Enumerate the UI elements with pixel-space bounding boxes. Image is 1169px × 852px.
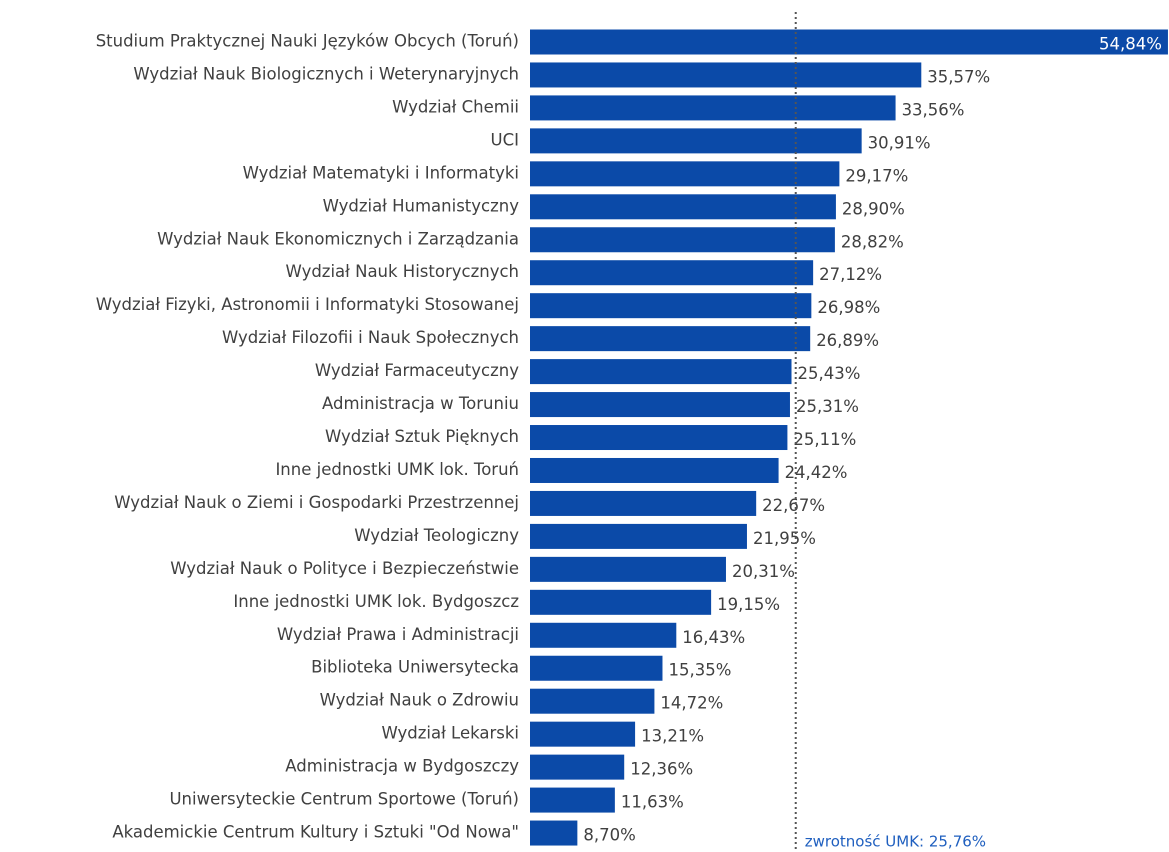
bar	[530, 227, 835, 253]
bar	[530, 260, 814, 286]
value-label: 28,90%	[842, 199, 905, 218]
category-label: Wydział Nauk Biologicznych i Weterynaryj…	[133, 64, 519, 83]
value-label: 20,31%	[732, 562, 795, 581]
category-label: Wydział Matematyki i Informatyki	[243, 163, 519, 182]
value-label: 16,43%	[682, 628, 745, 647]
category-label: Inne jednostki UMK lok. Toruń	[275, 460, 519, 479]
bar	[530, 556, 726, 582]
bar	[530, 787, 615, 813]
bar	[530, 523, 747, 549]
bar	[530, 589, 712, 615]
value-label: 25,43%	[798, 364, 861, 383]
bar	[530, 820, 578, 846]
category-label: Administracja w Bydgoszczy	[285, 757, 519, 776]
value-label: 26,89%	[816, 331, 879, 350]
bar	[530, 29, 1168, 55]
category-label: Wydział Fizyki, Astronomii i Informatyki…	[96, 295, 519, 314]
value-label: 33,56%	[902, 100, 965, 119]
category-label: Inne jednostki UMK lok. Bydgoszcz	[233, 592, 519, 611]
value-label: 35,57%	[927, 67, 990, 86]
value-label: 25,11%	[793, 430, 856, 449]
bar	[530, 359, 792, 385]
bar	[530, 161, 840, 187]
value-label: 21,95%	[753, 529, 816, 548]
bar	[530, 293, 812, 319]
value-label: 29,17%	[845, 166, 908, 185]
value-label: 8,70%	[583, 826, 635, 845]
bar	[530, 655, 663, 681]
bar	[530, 457, 779, 483]
category-label: Wydział Nauk Historycznych	[286, 262, 519, 281]
value-label: 27,12%	[819, 265, 882, 284]
category-label: Wydział Nauk Ekonomicznych i Zarządzania	[157, 229, 519, 248]
category-label: Wydział Nauk o Ziemi i Gospodarki Przest…	[114, 493, 519, 512]
category-label: Akademickie Centrum Kultury i Sztuki "Od…	[112, 823, 519, 842]
value-label: 14,72%	[660, 694, 723, 713]
bar	[530, 326, 811, 352]
category-label: Wydział Teologiczny	[354, 526, 519, 545]
value-label: 13,21%	[641, 727, 704, 746]
bar	[530, 392, 790, 418]
value-label: 30,91%	[868, 133, 931, 152]
bar	[530, 754, 625, 780]
category-label: Wydział Nauk o Zdrowiu	[320, 691, 519, 710]
category-label: Administracja w Toruniu	[322, 394, 519, 413]
value-label: 12,36%	[630, 760, 693, 779]
value-label: 25,31%	[796, 397, 859, 416]
category-label: Wydział Chemii	[392, 97, 519, 116]
value-label: 15,35%	[668, 661, 731, 680]
value-label: 28,82%	[841, 232, 904, 251]
category-label: Wydział Farmaceutyczny	[315, 361, 519, 380]
bar	[530, 490, 757, 516]
bar	[530, 62, 922, 88]
value-label: 24,42%	[785, 463, 848, 482]
value-label: 22,67%	[762, 496, 825, 515]
category-label: Wydział Prawa i Administracji	[277, 625, 519, 644]
category-label: Wydział Filozofii i Nauk Społecznych	[222, 328, 519, 347]
value-label: 19,15%	[717, 595, 780, 614]
value-label: 26,98%	[817, 298, 880, 317]
category-label: Wydział Humanistyczny	[323, 196, 520, 215]
bar	[530, 194, 836, 220]
category-label: Wydział Lekarski	[381, 724, 519, 743]
category-label: Studium Praktycznej Nauki Języków Obcych…	[96, 32, 519, 51]
bar	[530, 95, 896, 121]
bar	[530, 721, 636, 747]
value-label: 54,84%	[1099, 35, 1162, 54]
bar	[530, 425, 788, 451]
category-label: Biblioteka Uniwersytecka	[311, 658, 519, 677]
bar	[530, 128, 862, 154]
category-label: UCI	[491, 130, 519, 149]
category-label: Wydział Sztuk Pięknych	[325, 427, 519, 446]
value-label: 11,63%	[621, 793, 684, 812]
category-label: Uniwersyteckie Centrum Sportowe (Toruń)	[169, 790, 519, 809]
bar	[530, 688, 655, 714]
bar	[530, 622, 677, 648]
category-label: Wydział Nauk o Polityce i Bezpieczeństwi…	[170, 559, 519, 578]
reference-label: zwrotność UMK: 25,76%	[805, 833, 986, 851]
